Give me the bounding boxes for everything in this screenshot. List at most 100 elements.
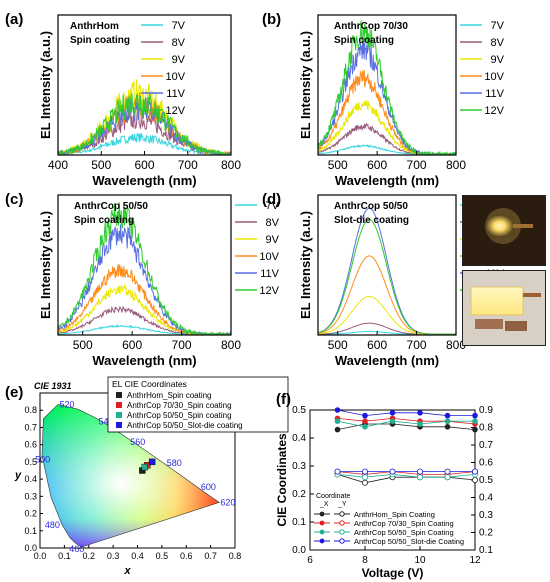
x-tick-label: 0.1 xyxy=(58,551,71,561)
y2-tick-label: 0.3 xyxy=(479,510,493,521)
cie-legend-title: EL CIE Coordinates xyxy=(112,379,187,389)
panel-title: AnthrHom xyxy=(70,21,119,32)
panel-title: Slot-die coating xyxy=(334,215,409,226)
cie-legend-label: AnthrHom_Spin coating xyxy=(127,391,212,400)
device-photo-light-art xyxy=(463,271,545,345)
panel-f: 6 8 10 12 0.0 0.1 0.2 0.3 0.4 0.5 0.1 0.2 0.3 0.4 0.5 0… xyxy=(275,391,493,580)
legend-label-11V: 11V xyxy=(485,88,504,100)
panel-a: 400 500 600 700 800 Wavelength (nm) EL Intensi… xyxy=(5,11,241,188)
x-axis-label: Wavelength (nm) xyxy=(335,173,439,188)
y-tick-label: 0.7 xyxy=(24,422,37,432)
marker-x xyxy=(472,426,478,433)
panel-label: (b) xyxy=(262,11,281,28)
marker-y xyxy=(471,468,478,475)
x-tick-label: 500 xyxy=(328,158,348,172)
x-tick-label: 0.8 xyxy=(229,551,242,561)
legend-marker-y xyxy=(339,529,345,535)
x-tick-label: 700 xyxy=(178,158,198,172)
x-tick-label: 0.2 xyxy=(82,551,95,561)
legend-marker-x xyxy=(319,529,325,535)
panel-title: Spin coating xyxy=(74,215,134,226)
legend-label: AnthrCop 50/50_Spin Coating xyxy=(354,528,454,537)
marker-x xyxy=(417,410,423,416)
x-tick-label: 0.6 xyxy=(180,551,193,561)
y-tick-label: 0.1 xyxy=(24,526,37,536)
x-tick-label: 400 xyxy=(48,158,68,172)
series-line-y xyxy=(337,473,476,478)
series-line-12V xyxy=(57,92,232,156)
x-tick-label: 6 xyxy=(307,555,313,566)
marker-x xyxy=(334,426,341,433)
cie-legend-label: AnthrCop 70/30_Spin coating xyxy=(127,401,232,410)
series-line-12V xyxy=(57,202,231,336)
y-tick-label: 0.4 xyxy=(292,433,306,444)
x-tick-label: 700 xyxy=(407,338,427,352)
legend-label-9V: 9V xyxy=(266,234,280,246)
x-tick-label: 600 xyxy=(122,338,142,352)
marker-x xyxy=(362,418,368,425)
marker-x xyxy=(444,418,451,425)
x-tick-label: 10 xyxy=(414,555,426,566)
panel-c: 500 600 700 800 Wavelength (nm) EL Intensity … xyxy=(5,191,280,368)
series-line-9V xyxy=(317,296,456,335)
legend-col-x: _X xyxy=(319,501,329,508)
marker-y xyxy=(416,468,423,475)
panel-e: 0.0 0.1 0.2 0.3 0.4 0.5 0.6 0.7 0.8 0.0 0.1 0.2 0.3 0… xyxy=(5,376,289,577)
cie-gamut-white xyxy=(42,404,220,548)
y2-tick-label: 0.2 xyxy=(479,528,493,539)
marker-y xyxy=(361,468,368,475)
y-tick-label: 0.3 xyxy=(292,461,306,472)
legend-label-7V: 7V xyxy=(172,20,186,32)
legend-label-10V: 10V xyxy=(259,251,279,263)
wavelength-label: 460 xyxy=(69,544,84,554)
wavelength-label: 500 xyxy=(35,454,50,464)
x-tick-label: 8 xyxy=(362,555,368,566)
legend-marker-y xyxy=(339,520,345,526)
cie-legend-swatch xyxy=(116,402,122,408)
series-line-12V xyxy=(317,20,456,157)
legend-marker-x xyxy=(319,538,325,544)
legend-label: AnthrHom_Spin Coating xyxy=(354,510,435,519)
y-tick-label: 0.2 xyxy=(24,509,37,519)
marker-x xyxy=(417,421,423,427)
series-line-y xyxy=(337,474,476,484)
legend-label-10V: 10V xyxy=(165,71,185,83)
legend-label-9V: 9V xyxy=(172,54,186,66)
y-tick-label: 0.6 xyxy=(24,440,37,450)
legend-label-11V: 11V xyxy=(260,268,279,280)
marker-x xyxy=(389,418,396,425)
panel-b: 500 600 700 800 Wavelength (nm) EL Intensity … xyxy=(262,11,505,188)
x-axis-label: x xyxy=(123,565,131,577)
marker-x xyxy=(362,424,368,430)
legend-marker-y xyxy=(339,538,345,544)
panel-title: AnthrCop 50/50 xyxy=(74,201,148,212)
x-tick-label: 0.4 xyxy=(131,551,144,561)
marker-x xyxy=(444,424,451,430)
marker-y xyxy=(444,474,451,481)
legend-label-8V: 8V xyxy=(266,217,280,229)
legend-label-10V: 10V xyxy=(484,71,504,83)
y-tick-label: 0.1 xyxy=(292,517,306,528)
marker-y xyxy=(471,476,478,483)
y-tick-label: 0.2 xyxy=(292,489,306,500)
marker-x xyxy=(389,410,396,416)
x-tick-label: 12 xyxy=(469,555,481,566)
panel-title: AnthrCop 70/30 xyxy=(334,21,408,32)
x-axis-label: Wavelength (nm) xyxy=(92,173,196,188)
y-tick-label: 0.5 xyxy=(292,405,306,416)
y2-tick-label: 0.1 xyxy=(479,545,493,556)
marker-x xyxy=(472,418,478,425)
wavelength-label: 560 xyxy=(130,437,145,447)
wavelength-label: 620 xyxy=(220,498,235,508)
legend-label-8V: 8V xyxy=(491,37,505,49)
legend-title: Coordinate xyxy=(316,493,350,500)
wavelength-label: 600 xyxy=(201,482,216,492)
legend-marker-x xyxy=(319,520,325,526)
y-tick-label: 0.4 xyxy=(24,474,37,484)
series-line-11V xyxy=(317,207,456,335)
marker-x xyxy=(334,418,341,425)
y2-tick-label: 0.4 xyxy=(479,493,493,504)
x-tick-label: 500 xyxy=(91,158,111,172)
wavelength-label: 480 xyxy=(45,520,60,530)
